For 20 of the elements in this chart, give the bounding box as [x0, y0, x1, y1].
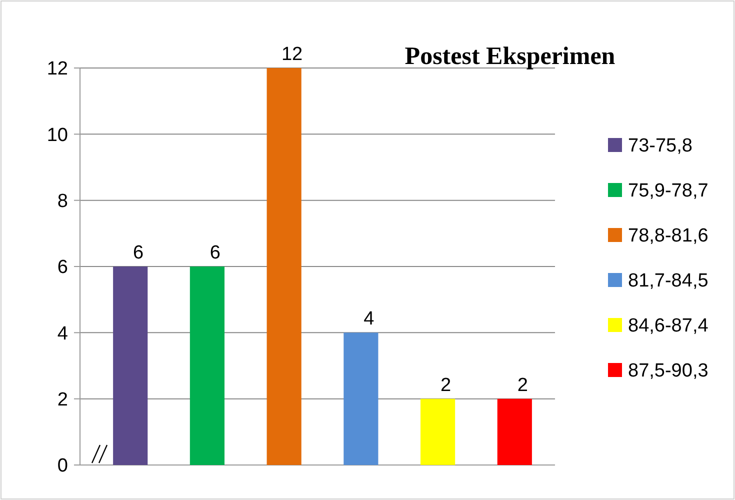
y-tick-label: 0 — [57, 456, 68, 477]
legend-label: 84,6-87,4 — [628, 316, 709, 337]
data-label: 2 — [517, 374, 528, 396]
legend-label: 87,5-90,3 — [628, 360, 708, 382]
chart-title: Postest Eksperimen — [404, 43, 616, 70]
y-tick-label: 12 — [46, 58, 68, 80]
data-label: 2 — [440, 374, 452, 396]
data-label: 12 — [282, 44, 303, 65]
data-label: 6 — [210, 242, 220, 264]
data-label: 4 — [364, 308, 375, 330]
legend-label: 78,8-81,6 — [628, 226, 708, 247]
legend-label: 75,9-78,7 — [628, 180, 708, 202]
y-tick-label: 6 — [57, 257, 68, 278]
legend-label: 81,7-84,5 — [628, 270, 708, 292]
y-tick-label: 8 — [57, 190, 68, 212]
data-label: 6 — [133, 242, 144, 264]
legend-label: 73-75,8 — [628, 136, 692, 157]
y-tick-label: 4 — [57, 323, 68, 344]
y-tick-label: 2 — [57, 389, 68, 410]
y-tick-label: 10 — [46, 124, 68, 146]
